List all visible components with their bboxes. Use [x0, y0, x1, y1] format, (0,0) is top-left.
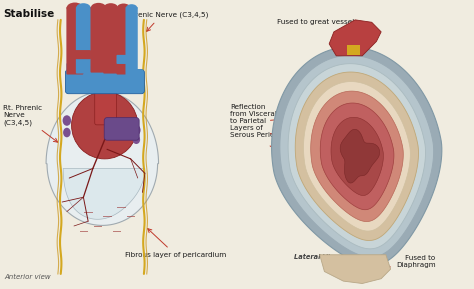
Text: Stabilise: Stabilise [3, 9, 55, 19]
Polygon shape [69, 66, 131, 87]
Text: Anterior view: Anterior view [4, 274, 51, 280]
Ellipse shape [66, 3, 83, 13]
FancyBboxPatch shape [117, 7, 131, 75]
Polygon shape [347, 45, 360, 55]
Ellipse shape [63, 128, 71, 137]
Polygon shape [303, 81, 410, 231]
Text: Fibrous layer of pericardium: Fibrous layer of pericardium [125, 229, 226, 258]
Polygon shape [288, 64, 426, 249]
FancyBboxPatch shape [74, 50, 91, 59]
FancyBboxPatch shape [66, 7, 83, 75]
Text: Rt. Phrenic
Nerve
(C3,4,5): Rt. Phrenic Nerve (C3,4,5) [3, 105, 58, 142]
FancyBboxPatch shape [91, 7, 107, 73]
Ellipse shape [72, 92, 138, 159]
Polygon shape [295, 72, 419, 240]
Ellipse shape [126, 4, 137, 12]
FancyBboxPatch shape [127, 69, 144, 91]
Ellipse shape [133, 135, 140, 144]
FancyBboxPatch shape [95, 49, 117, 125]
FancyBboxPatch shape [76, 7, 91, 74]
Polygon shape [329, 20, 381, 56]
Polygon shape [311, 91, 403, 222]
Ellipse shape [103, 3, 118, 13]
Ellipse shape [117, 3, 130, 12]
Ellipse shape [132, 125, 141, 135]
Ellipse shape [63, 115, 71, 126]
Text: Lateral View: Lateral View [294, 254, 340, 260]
FancyBboxPatch shape [103, 7, 118, 74]
Polygon shape [46, 92, 158, 225]
Ellipse shape [76, 3, 91, 13]
Text: Lt. Phrenic Nerve (C3,4,5): Lt. Phrenic Nerve (C3,4,5) [115, 12, 208, 32]
Polygon shape [320, 103, 394, 210]
Ellipse shape [91, 3, 106, 13]
FancyBboxPatch shape [126, 7, 138, 76]
Polygon shape [340, 129, 380, 183]
Polygon shape [280, 55, 434, 257]
Text: Reflection
from Visceral
to Parietal
Layers of
Serous Peric.: Reflection from Visceral to Parietal Lay… [230, 104, 277, 138]
FancyBboxPatch shape [117, 55, 134, 64]
Text: Fused to
Diaphragm: Fused to Diaphragm [383, 255, 436, 270]
FancyBboxPatch shape [104, 118, 139, 140]
Polygon shape [319, 255, 391, 284]
Text: Fused to great vessels: Fused to great vessels [277, 19, 358, 32]
Polygon shape [331, 117, 383, 196]
Polygon shape [272, 47, 442, 265]
FancyBboxPatch shape [66, 62, 83, 93]
FancyBboxPatch shape [65, 70, 145, 94]
Polygon shape [63, 168, 145, 219]
